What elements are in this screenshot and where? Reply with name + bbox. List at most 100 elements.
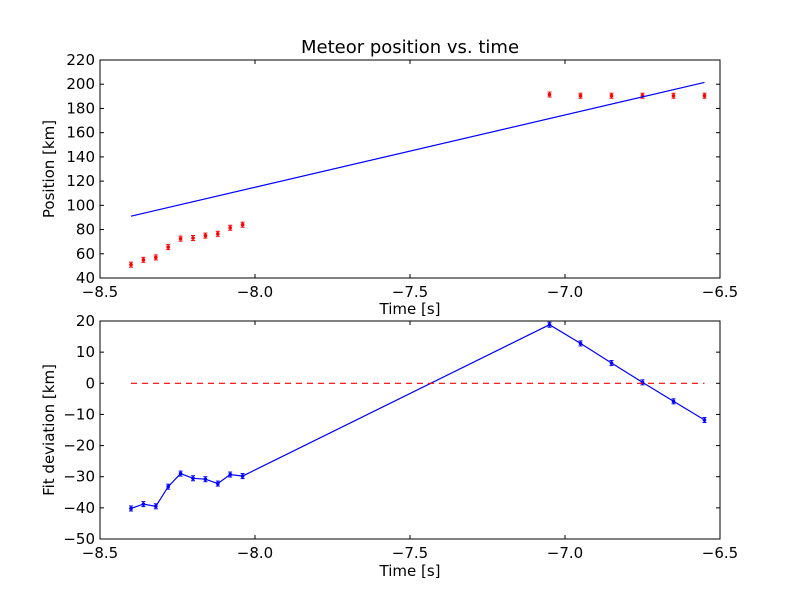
deviation-point-marker [228,472,232,477]
position-data-point [129,261,133,268]
position-point-marker [166,245,170,249]
position-series-1-line [130,81,705,217]
deviation-x-axis-label: Time [s] [379,562,441,580]
position-y-tick-label: 80 [76,221,95,239]
position-y-tick-label: 100 [66,196,95,214]
deviation-y-tick-label: 10 [76,343,95,361]
deviation-data-point [547,321,552,328]
deviation-data-point [578,340,583,347]
position-ticks: −8.5 −8.0 −7.5 −7.0 −6.5 40 60 80 100 120 140 160 18… [66,51,738,301]
deviation-point-marker [191,476,195,481]
deviation-data-point [129,505,133,512]
position-data-point [178,235,183,242]
position-data-point [671,92,676,99]
position-point-marker [228,225,232,230]
position-data-point [141,256,146,263]
position-point-marker [178,236,183,241]
position-data-point [191,235,195,242]
position-point-marker [203,233,208,238]
position-point-marker [240,222,245,227]
position-panel: Meteor position vs. time −8.5 −8.0 −7.5 −7.… [40,37,738,318]
deviation-x-tick-label: −7.5 [392,544,428,562]
position-point-marker [702,93,707,98]
position-y-tick-label: 200 [66,75,95,93]
position-data-point [228,224,233,231]
position-point-marker [578,93,583,98]
deviation-y-tick-label: 0 [85,374,95,392]
position-y-axis-label: Position [km] [40,120,58,218]
position-x-tick-label: −7.5 [392,283,428,301]
deviation-point-marker [578,341,583,346]
position-y-tick-label: 60 [76,245,95,263]
deviation-point-marker [547,322,552,327]
deviation-y-tick-label: −50 [63,530,95,548]
deviation-y-tick-label: −20 [63,437,95,455]
deviation-point-marker [154,504,158,509]
position-data-point [153,254,158,261]
position-data-point [609,92,614,99]
position-point-marker [609,93,614,98]
deviation-data-point [191,475,195,482]
deviation-data-point [240,473,245,480]
position-point-marker [154,255,158,260]
position-point-marker [191,236,195,240]
position-data-point [166,244,171,251]
deviation-y-axis-label: Fit deviation [km] [40,364,58,496]
position-x-tick-label: −8.0 [237,283,273,301]
position-marks [129,81,707,268]
position-y-tick-label: 140 [66,148,95,166]
position-point-marker [141,258,146,262]
deviation-data-point [702,417,707,424]
deviation-marks [129,321,707,512]
position-data-point [240,221,245,228]
deviation-point-marker [240,474,245,478]
deviation-y-tick-label: 20 [76,312,95,330]
deviation-data-point [178,470,183,477]
deviation-point-marker [129,506,133,511]
deviation-point-marker [166,484,170,489]
deviation-data-point [166,483,171,490]
deviation-point-marker [609,361,614,365]
deviation-ticks: −8.5 −8.0 −7.5 −7.0 −6.5 −50 −40 −30 −20 −10 0 10 20 [63,312,738,562]
deviation-data-point [609,360,614,367]
position-x-tick-label: −7.0 [547,283,583,301]
position-y-tick-label: 180 [66,99,95,117]
position-y-tick-label: 160 [66,124,95,142]
position-x-axis-label: Time [s] [379,300,441,318]
deviation-point-marker [216,481,220,486]
deviation-point-marker [702,418,707,422]
deviation-x-tick-label: −7.0 [547,544,583,562]
deviation-point-marker [141,502,146,506]
deviation-y-tick-label: −30 [63,468,95,486]
deviation-data-point [640,379,645,386]
position-point-marker [547,92,552,97]
position-point-marker [129,262,133,267]
position-y-tick-label: 220 [66,51,95,69]
position-data-point [203,232,208,239]
deviation-y-tick-label: −40 [63,499,95,517]
deviation-data-point [215,480,220,487]
position-x-tick-label: −6.5 [702,283,738,301]
position-point-marker [216,231,220,236]
deviation-y-tick-label: −10 [63,405,95,423]
position-data-point [547,91,552,98]
deviation-data-point [153,503,158,510]
position-data-point [578,92,583,99]
position-x-tick-label: −8.5 [82,283,118,301]
deviation-data-point [141,501,146,508]
position-y-tick-label: 120 [66,172,95,190]
position-chart-title: Meteor position vs. time [301,37,519,58]
position-data-point [215,230,220,237]
deviation-point-marker [178,471,183,476]
deviation-series-0-line [130,324,705,510]
position-data-point [702,92,707,99]
position-y-tick-label: 40 [76,269,95,287]
position-point-marker [671,93,676,98]
deviation-panel: −8.5 −8.0 −7.5 −7.0 −6.5 −50 −40 −30 −20 −10 0 10 20… [40,312,738,580]
deviation-point-marker [671,399,676,404]
deviation-x-tick-label: −6.5 [702,544,738,562]
deviation-point-marker [203,477,208,482]
deviation-data-point [203,476,208,483]
